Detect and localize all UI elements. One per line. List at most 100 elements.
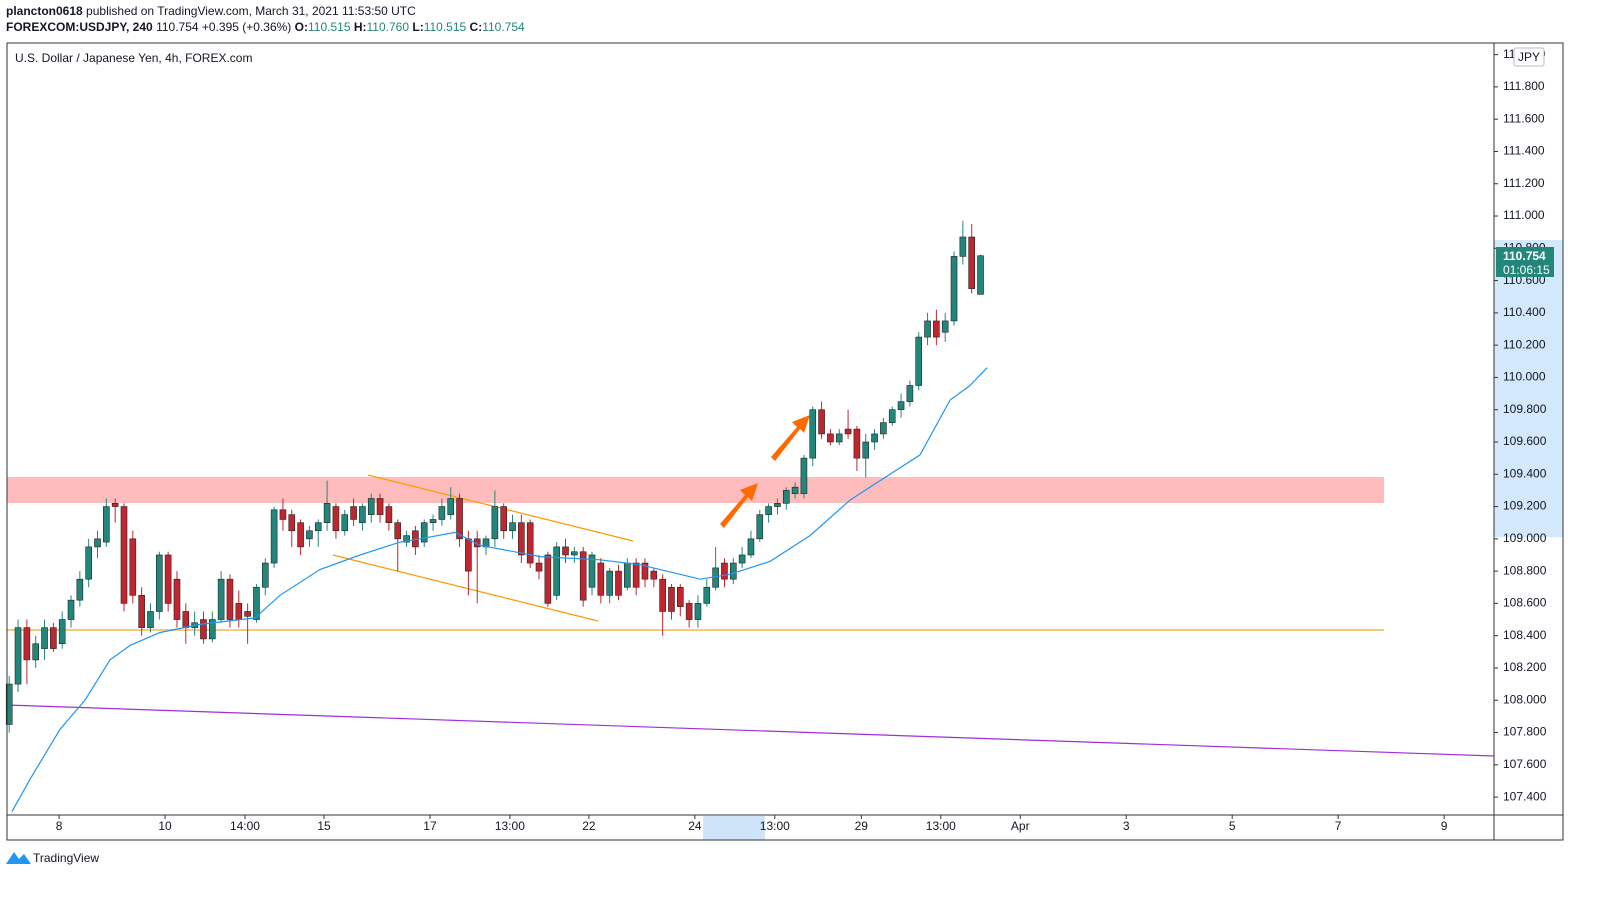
candle-body xyxy=(571,551,578,556)
x-tick-label: 5 xyxy=(1229,819,1236,833)
candle-body xyxy=(818,409,825,435)
y-tick-label: 111.400 xyxy=(1503,144,1545,158)
candle-body xyxy=(41,627,48,649)
candle-body xyxy=(67,599,75,620)
candle-body xyxy=(447,498,455,515)
symbol: FOREXCOM:USDJPY, 240 xyxy=(6,20,153,34)
candle-body xyxy=(933,320,940,338)
candle-body xyxy=(120,506,128,604)
candle-body xyxy=(279,509,287,520)
y-tick-label: 109.000 xyxy=(1503,531,1547,545)
ohlc-label: O: xyxy=(295,20,308,34)
candle-body xyxy=(394,522,402,540)
y-tick-label: 107.800 xyxy=(1503,725,1547,739)
arrow xyxy=(771,415,810,461)
y-tick-label: 108.400 xyxy=(1503,628,1547,642)
frame xyxy=(6,42,1564,841)
candle-body xyxy=(288,514,296,532)
candle-body xyxy=(270,509,278,564)
candle-body xyxy=(782,490,790,504)
ohlc-label: H: xyxy=(354,20,367,34)
candle-body xyxy=(668,586,675,612)
candle-body xyxy=(562,546,569,556)
channel-lower xyxy=(332,554,599,622)
candle-body xyxy=(791,486,799,494)
x-tick-label: 3 xyxy=(1123,819,1130,833)
y-tick-label: 111.000 xyxy=(1503,208,1545,222)
arrow xyxy=(720,483,758,528)
logo xyxy=(6,852,31,864)
candle-body xyxy=(58,619,66,645)
candle-body xyxy=(129,538,137,596)
candle-body xyxy=(694,603,702,620)
price-badge xyxy=(1496,247,1554,277)
candle-body xyxy=(226,578,234,620)
candle-body xyxy=(261,562,269,588)
y-tick-label: 107.400 xyxy=(1503,789,1547,803)
brand: TradingView xyxy=(33,851,99,865)
candle-body xyxy=(85,546,92,580)
candle-body xyxy=(800,457,808,494)
candle-body xyxy=(677,586,684,607)
ohlc-value: 110.760 xyxy=(367,20,410,34)
candle-body xyxy=(774,503,781,507)
candle-body xyxy=(359,506,366,523)
time-range-highlight xyxy=(703,816,765,840)
candle-body xyxy=(729,562,737,580)
x-tick-label: 17 xyxy=(423,819,437,833)
candle-body xyxy=(897,401,905,411)
candle-body xyxy=(297,522,304,548)
candle-body xyxy=(32,643,39,661)
candle-body xyxy=(164,554,172,604)
candle-body xyxy=(526,522,534,564)
x-tick-label: 7 xyxy=(1335,819,1342,833)
chart-title: U.S. Dollar / Japanese Yen, 4h, FOREX.co… xyxy=(15,51,252,65)
candle-body xyxy=(385,506,393,523)
price-range-highlight xyxy=(1494,240,1563,537)
candle-body xyxy=(738,554,746,564)
candle-body xyxy=(827,433,834,443)
candle-body xyxy=(703,586,711,604)
candle-body xyxy=(465,538,472,572)
y-tick-label: 110.200 xyxy=(1503,337,1546,351)
x-tick-label: 9 xyxy=(1441,819,1448,833)
candle-body xyxy=(906,385,914,402)
candle-body xyxy=(624,562,631,588)
publisher-line: plancton0618 published on TradingView.co… xyxy=(6,4,416,18)
candle-body xyxy=(553,546,560,596)
candle-body xyxy=(350,506,357,520)
currency-badge xyxy=(1513,47,1545,67)
candle-body xyxy=(959,236,967,257)
candle-body xyxy=(880,422,887,435)
x-tick-label: 14:00 xyxy=(230,819,260,833)
candle-body xyxy=(615,570,622,596)
candle-body xyxy=(518,522,525,556)
candle-body xyxy=(111,503,119,507)
plot xyxy=(5,220,988,812)
candle-body xyxy=(76,578,84,601)
candle-body xyxy=(756,514,764,540)
trend-line xyxy=(6,704,1495,757)
ohlc-label: L: xyxy=(412,20,423,34)
candle-body xyxy=(94,538,101,548)
candle-body xyxy=(588,554,596,588)
x-tick-label: 22 xyxy=(582,819,596,833)
candle-body xyxy=(323,503,331,523)
candle-body xyxy=(809,409,817,459)
candle-body xyxy=(182,611,190,628)
y-tick-label: 110.000 xyxy=(1503,370,1546,384)
x-tick-label: 13:00 xyxy=(760,819,790,833)
candle-body xyxy=(659,578,666,612)
x-tick-label: 24 xyxy=(688,819,702,833)
candle-body xyxy=(509,522,516,532)
candle-body xyxy=(579,551,587,601)
candle-body xyxy=(941,320,949,333)
x-tick-label: 13:00 xyxy=(926,819,956,833)
candle-body xyxy=(173,578,181,620)
y-tick-label: 111.200 xyxy=(1503,176,1545,190)
candle-body xyxy=(888,409,896,423)
candle-body xyxy=(721,562,728,580)
candle-body xyxy=(747,538,755,556)
candle-body xyxy=(632,562,640,588)
